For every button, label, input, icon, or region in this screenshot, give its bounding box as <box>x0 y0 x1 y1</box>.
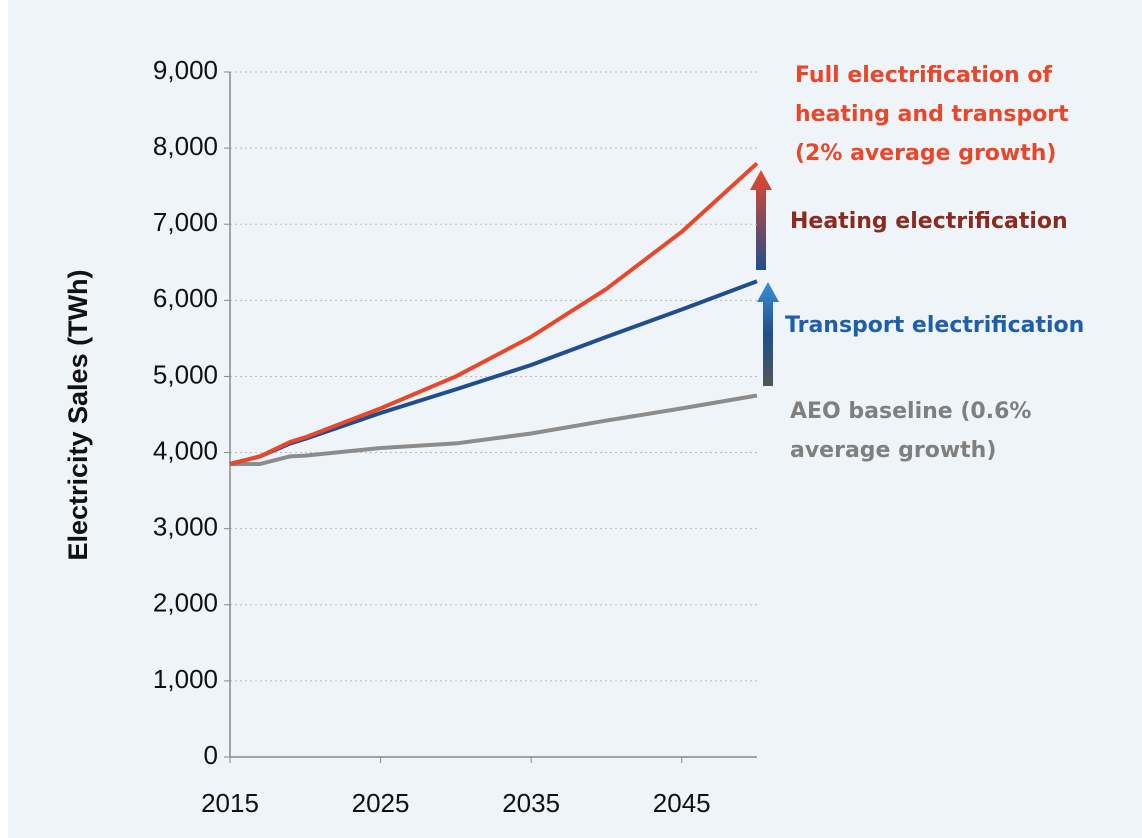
series-line <box>230 393 758 466</box>
y-tick-label: 3,000 <box>153 512 218 542</box>
annotation: (2% average growth) <box>795 141 1056 166</box>
x-tick-label: 2035 <box>502 788 560 818</box>
y-tick-label: 6,000 <box>153 283 218 313</box>
y-tick-label: 4,000 <box>153 435 218 465</box>
y-tick-label: 7,000 <box>153 207 218 237</box>
annotation: Transport electrification <box>785 313 1084 338</box>
x-tick-label: 2015 <box>201 788 259 818</box>
y-tick-label: 5,000 <box>153 359 218 389</box>
y-tick-label: 2,000 <box>153 588 218 618</box>
y-tick-label: 0 <box>204 740 218 770</box>
annotation: heating and transport <box>795 102 1069 127</box>
annotation: average growth) <box>790 438 996 463</box>
series-line <box>229 161 759 466</box>
annotation: Heating electrification <box>790 209 1068 234</box>
y-tick-label: 8,000 <box>153 131 218 161</box>
background <box>8 0 1142 838</box>
x-tick-label: 2025 <box>352 788 410 818</box>
y-tick-label: 9,000 <box>153 55 218 85</box>
heating-arrow <box>750 170 772 270</box>
annotation: Full electrification of <box>795 63 1052 88</box>
annotation: AEO baseline (0.6% <box>790 399 1031 424</box>
y-axis-label: Electricity Sales (TWh) <box>63 269 93 560</box>
x-tick-label: 2045 <box>653 788 711 818</box>
y-tick-label: 1,000 <box>153 664 218 694</box>
transport-arrow <box>757 282 779 386</box>
